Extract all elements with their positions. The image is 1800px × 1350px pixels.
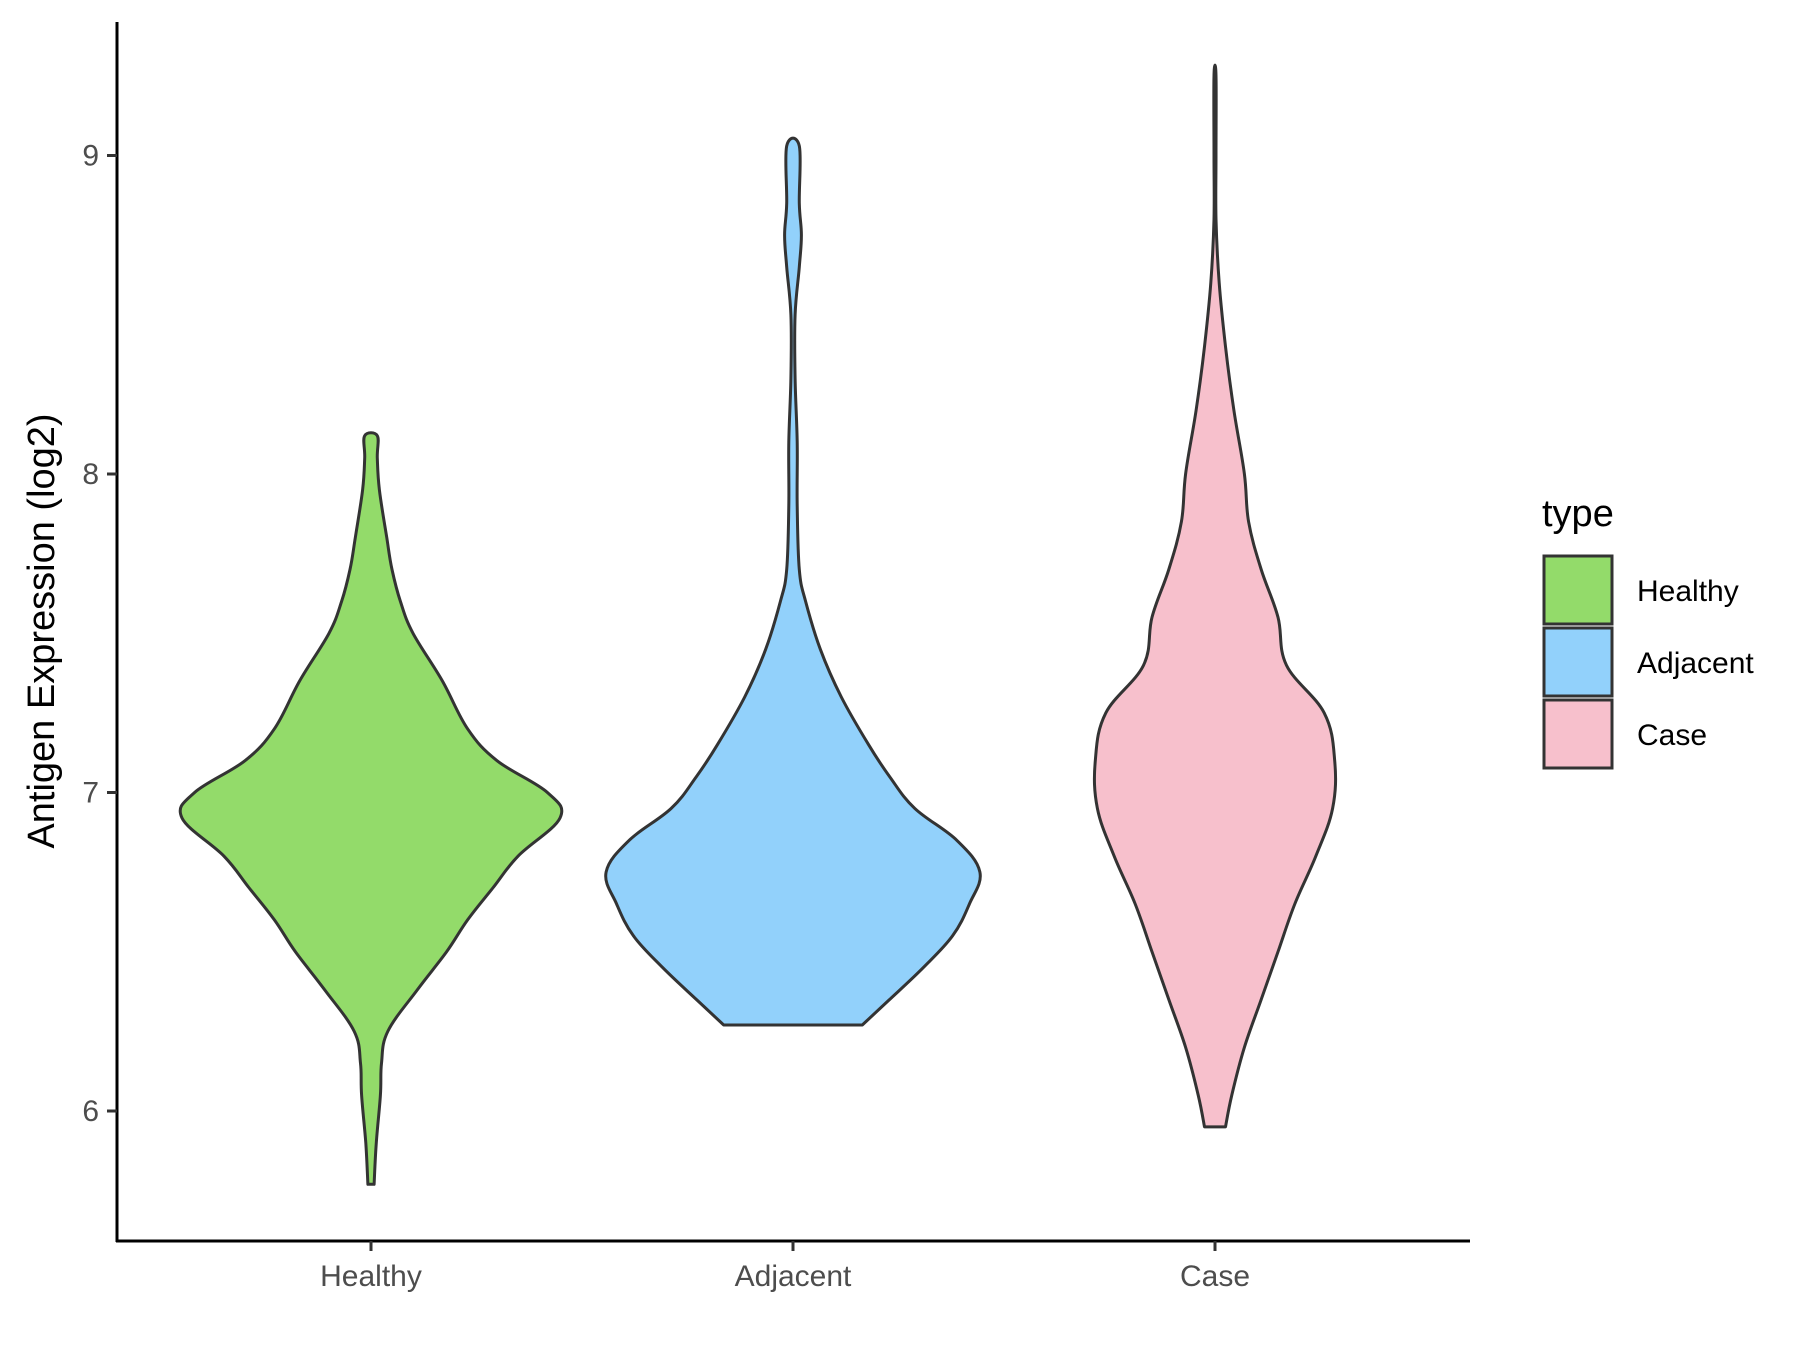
x-tick-label-adjacent: Adjacent [735, 1260, 852, 1293]
y-ticks: 6 7 8 9 [82, 140, 117, 1128]
violin-case [1092, 63, 1338, 1129]
violin-healthy [178, 431, 564, 1186]
legend-title: type [1542, 493, 1614, 535]
legend-key-case [1542, 698, 1614, 770]
x-tick-label-healthy: Healthy [320, 1260, 422, 1293]
legend-items: Healthy Adjacent Case [1542, 554, 1754, 770]
legend-key-adjacent [1542, 626, 1614, 698]
y-tick-label: 8 [82, 458, 99, 491]
y-tick-label: 6 [82, 1095, 99, 1128]
y-tick-label: 7 [82, 777, 99, 810]
legend-label-adjacent: Adjacent [1637, 647, 1754, 680]
x-tick-label-case: Case [1180, 1260, 1250, 1293]
legend-label-healthy: Healthy [1637, 575, 1739, 608]
y-tick-label: 9 [82, 140, 99, 173]
violins [178, 63, 1338, 1186]
legend-key-healthy [1542, 554, 1614, 626]
legend: type Healthy Adjacent Case [1542, 493, 1754, 770]
legend-label-case: Case [1637, 719, 1707, 752]
y-axis-title: Antigen Expression (log2) [21, 413, 63, 848]
plot-area: 6 7 8 9 Healthy Adjacent Case [82, 22, 1470, 1293]
x-ticks: Healthy Adjacent Case [320, 1241, 1250, 1293]
violin-adjacent [604, 136, 982, 1027]
